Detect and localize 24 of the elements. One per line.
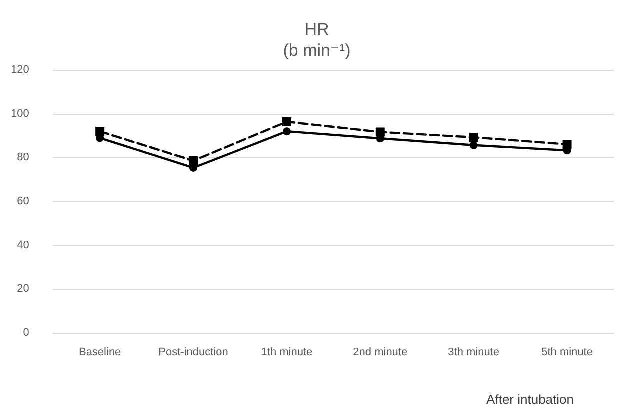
point	[189, 156, 198, 166]
y-tick-label: 100	[10, 108, 30, 120]
point	[376, 128, 385, 137]
point	[562, 140, 572, 150]
y-tick-label: 0	[23, 327, 30, 339]
chart-subtitle: (b min⁻¹)	[283, 41, 351, 60]
y-tick-label: 20	[17, 283, 30, 296]
x-tick-label: 1th minute	[261, 346, 313, 358]
y-tick-label: 80	[17, 152, 30, 164]
x-axis-title: After intubation	[486, 392, 574, 407]
y-tick-label: 40	[17, 239, 30, 252]
point	[96, 127, 105, 136]
y-tick-label: 60	[17, 196, 30, 208]
x-tick-label: Post-induction	[158, 346, 228, 358]
point	[282, 128, 291, 136]
x-tick-label: 2nd minute	[353, 346, 408, 358]
y-tick-label: 120	[10, 64, 30, 76]
point	[282, 117, 292, 126]
chart-title: HR	[304, 20, 330, 39]
point	[469, 133, 478, 142]
x-tick-label: Baseline	[78, 346, 122, 358]
point	[470, 141, 478, 150]
x-tick-label: 3th minute	[448, 346, 500, 358]
x-tick-label: 5th minute	[542, 346, 593, 358]
